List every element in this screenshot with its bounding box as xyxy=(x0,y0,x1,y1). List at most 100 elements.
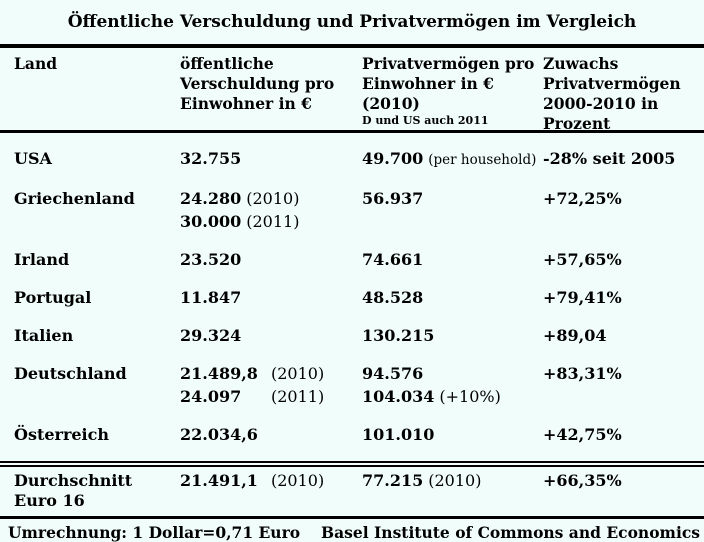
growth-cell: +72,25% xyxy=(543,189,622,208)
country-name: Deutschland xyxy=(14,364,127,383)
country-name: Irland xyxy=(14,250,70,269)
value-note: (2011) xyxy=(271,387,325,406)
header-bottom-divider xyxy=(0,130,704,133)
growth-cell: +89,04 xyxy=(543,326,607,345)
value: 24.097 xyxy=(180,387,242,406)
value-line: 49.700 (per household) xyxy=(362,147,543,172)
wealth-cell: 130.215 xyxy=(362,324,543,347)
table-row: Italien 29.324 130.215 +89,04 xyxy=(14,324,704,347)
value-line: 104.034 (+10%) xyxy=(362,385,543,408)
country-name: Portugal xyxy=(14,288,92,307)
country-name: Durchschnitt xyxy=(14,471,133,490)
value: 56.937 xyxy=(362,189,424,208)
value: 48.528 xyxy=(362,288,424,307)
country-cell: Irland xyxy=(14,248,180,271)
value: 21.489,8 xyxy=(180,364,258,383)
debt-cell: 11.847 xyxy=(180,286,362,309)
country-cell: Portugal xyxy=(14,286,180,309)
value: 49.700 xyxy=(362,149,424,168)
value: 74.661 xyxy=(362,250,424,269)
value-line: 11.847 xyxy=(180,286,362,309)
value-note: (2010) xyxy=(271,471,325,490)
page-title: Öffentliche Verschuldung und Privatvermö… xyxy=(67,12,637,32)
value: 11.847 xyxy=(180,288,242,307)
growth-cell: +83,31% xyxy=(543,364,622,383)
header-line: Einwohner in € xyxy=(362,74,494,93)
country-name: Österreich xyxy=(14,425,110,444)
value-line: 21.489,8 (2010) xyxy=(180,362,362,385)
value: 32.755 xyxy=(180,149,242,168)
value-line: 24.097 (2011) xyxy=(180,385,362,408)
wealth-cell: 56.937 xyxy=(362,187,543,233)
table-row: Deutschland 21.489,8 (2010) 24.097 (2011) 94.… xyxy=(14,362,704,408)
value: 101.010 xyxy=(362,425,435,444)
summary-section: Durchschnitt Euro 16 21.491,1 (2010) 77.215(… xyxy=(0,467,704,516)
growth-cell: +79,41% xyxy=(543,288,622,307)
value-line: 29.324 xyxy=(180,324,362,347)
value: 30.000 xyxy=(180,212,242,231)
country-cell: Durchschnitt Euro 16 xyxy=(14,471,180,511)
value-note: (2010) xyxy=(428,471,482,490)
header-line: öffentliche xyxy=(180,54,274,73)
table-row: Portugal 11.847 48.528 +79,41% xyxy=(14,286,704,309)
header-line: Privatvermögen xyxy=(543,74,681,93)
table-footer: Umrechnung: 1 Dollar=0,71 Euro Basel Ins… xyxy=(0,519,704,542)
value-line: 23.520 xyxy=(180,248,362,271)
value-line: 94.576 xyxy=(362,362,543,385)
debt-cell: 32.755 xyxy=(180,147,362,172)
value-line: 77.215 (2010) xyxy=(362,471,543,491)
header-line: (2010) xyxy=(362,94,420,113)
wealth-cell: 49.700 (per household) xyxy=(362,147,543,172)
header-private-wealth: Privatvermögen pro Einwohner in € (2010) D … xyxy=(362,54,543,130)
country-cell: USA xyxy=(14,147,180,172)
table-row: Griechenland 24.280 (2010) 30.000 (2011) 56.9… xyxy=(14,187,704,233)
value-line: 30.000 (2011) xyxy=(180,210,362,233)
table-row: Irland 23.520 74.661 +57,65% xyxy=(14,248,704,271)
table-body: USA 32.755 49.700 (per household) -28% seit … xyxy=(0,133,704,461)
wealth-cell: 94.576 104.034 (+10%) xyxy=(362,362,543,408)
debt-cell: 21.491,1 (2010) xyxy=(180,471,362,511)
growth-cell: -28% seit 2005 xyxy=(543,149,676,168)
value: 130.215 xyxy=(362,326,435,345)
wealth-cell: 101.010 xyxy=(362,423,543,446)
wealth-cell: 74.661 xyxy=(362,248,543,271)
table-row: USA 32.755 49.700 (per household) -28% seit … xyxy=(14,147,704,172)
header-line: Privatvermögen pro xyxy=(362,54,535,73)
country-name: Italien xyxy=(14,326,74,345)
value-note: (+10%) xyxy=(439,387,501,406)
header-top-divider xyxy=(0,44,704,48)
header-wealth-growth: Zuwachs Privatvermögen 2000-2010 in Prozent xyxy=(543,54,704,133)
country-cell: Griechenland xyxy=(14,187,180,233)
value-line: 56.937 xyxy=(362,187,543,210)
header-line: 2000-2010 in xyxy=(543,94,659,113)
value-note: (2010) xyxy=(271,364,325,383)
value: 77.215 xyxy=(362,471,424,490)
header-line: Land xyxy=(14,54,58,73)
value: 94.576 xyxy=(362,364,424,383)
country-name: USA xyxy=(14,149,52,168)
value: 21.491,1 xyxy=(180,471,258,490)
value-note: (per household) xyxy=(428,152,537,168)
summary-divider xyxy=(0,461,704,467)
header-land: Land xyxy=(14,54,180,130)
header-note-small: D und US auch 2011 xyxy=(362,114,489,127)
value: 104.034 xyxy=(362,387,435,406)
value-line: 21.491,1 (2010) xyxy=(180,471,362,491)
header-line: Einwohner in € xyxy=(180,94,312,113)
country-cell: Italien xyxy=(14,324,180,347)
value: 24.280 xyxy=(180,189,242,208)
footer-divider xyxy=(0,516,704,519)
debt-cell: 21.489,8 (2010) 24.097 (2011) xyxy=(180,362,362,408)
value-line: 101.010 xyxy=(362,423,543,446)
value-note: (2011) xyxy=(246,212,300,231)
value-line: 24.280 (2010) xyxy=(180,187,362,210)
value: 23.520 xyxy=(180,250,242,269)
value-line: 32.755 xyxy=(180,147,362,170)
table-row: Durchschnitt Euro 16 21.491,1 (2010) 77.215(… xyxy=(14,471,704,511)
country-cell: Deutschland xyxy=(14,362,180,408)
header-public-debt: öffentliche Verschuldung pro Einwohner in … xyxy=(180,54,362,130)
debt-cell: 24.280 (2010) 30.000 (2011) xyxy=(180,187,362,233)
header-line: Zuwachs xyxy=(543,54,619,73)
debt-cell: 23.520 xyxy=(180,248,362,271)
